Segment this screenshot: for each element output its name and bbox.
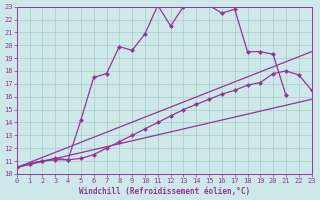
X-axis label: Windchill (Refroidissement éolien,°C): Windchill (Refroidissement éolien,°C) [79,187,250,196]
